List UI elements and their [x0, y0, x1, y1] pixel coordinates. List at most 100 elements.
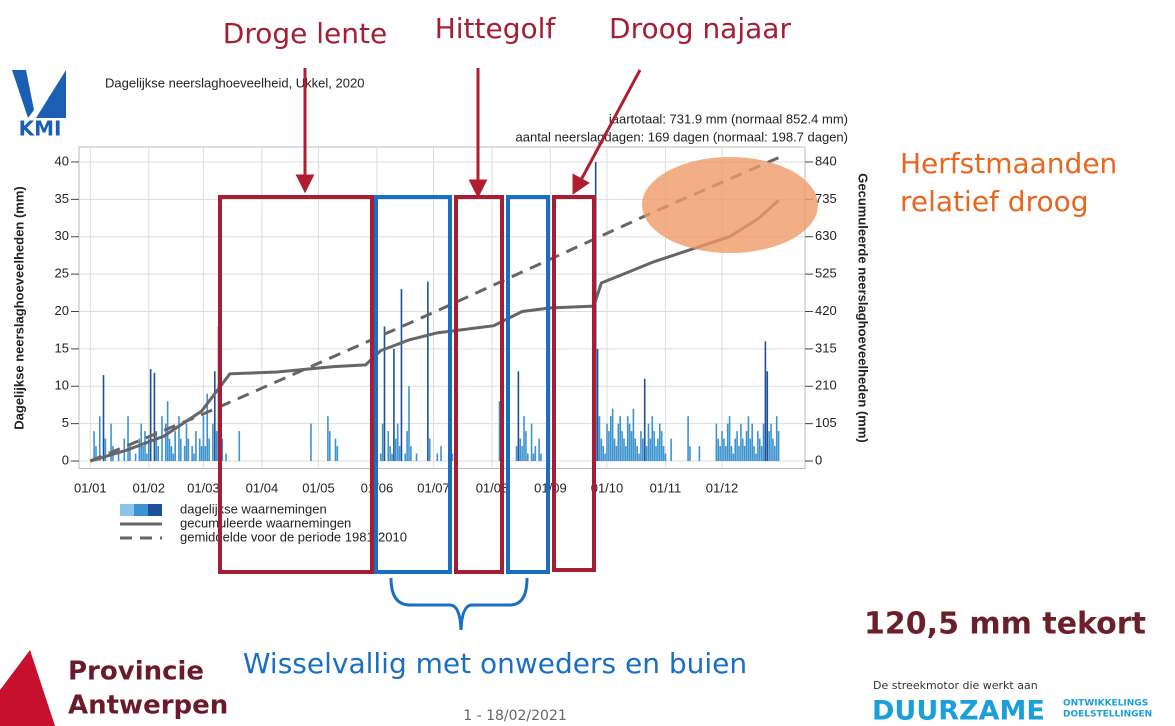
- y-tick-label: 30: [55, 228, 69, 243]
- bar: [721, 431, 723, 462]
- legend-label: dagelijkse waarnemingen: [180, 501, 327, 516]
- bar: [762, 423, 765, 462]
- bar: [517, 371, 520, 462]
- bar: [538, 438, 540, 462]
- bar: [104, 438, 107, 462]
- bar: [770, 423, 772, 462]
- footer: 1 - 18/02/2021: [463, 708, 567, 724]
- bar: [398, 446, 401, 462]
- bar: [717, 438, 720, 462]
- bar: [193, 453, 195, 462]
- bar: [626, 416, 629, 462]
- bar: [400, 289, 403, 462]
- bar: [660, 431, 663, 462]
- bar: [149, 369, 152, 462]
- bar: [451, 453, 454, 462]
- bar: [764, 341, 767, 462]
- bar: [168, 438, 171, 462]
- bar: [606, 423, 608, 462]
- bar: [515, 446, 518, 462]
- bar: [751, 423, 753, 462]
- bar: [117, 453, 120, 462]
- arrows: [295, 68, 642, 199]
- bar: [187, 438, 190, 462]
- y-tick-label: 35: [55, 191, 69, 206]
- y2-tick-label: 210: [815, 378, 837, 393]
- annotation: Droog najaar: [609, 12, 791, 45]
- bar: [415, 453, 418, 462]
- bar: [523, 416, 525, 462]
- y2-tick-label: 0: [815, 452, 822, 467]
- legend-label: gemiddelde voor de periode 1981-2010: [180, 529, 407, 544]
- bar: [428, 438, 431, 462]
- bar: [527, 453, 529, 462]
- bar: [140, 423, 143, 462]
- bar: [215, 431, 218, 462]
- bar: [334, 438, 337, 462]
- bar: [611, 408, 614, 462]
- y-tick-label: 15: [55, 340, 69, 355]
- bar: [208, 438, 210, 462]
- box: [506, 195, 550, 574]
- bar: [387, 431, 390, 462]
- bar: [238, 431, 241, 462]
- bar: [174, 431, 176, 462]
- bar: [142, 446, 144, 462]
- bar: [657, 438, 659, 462]
- bar: [395, 438, 397, 462]
- bar: [723, 438, 725, 462]
- y2-tick-label: 420: [815, 303, 837, 318]
- bar: [389, 446, 391, 462]
- bar: [628, 423, 631, 462]
- bar: [440, 446, 442, 462]
- bar: [758, 438, 761, 462]
- bar: [749, 438, 752, 462]
- legend-swatch: [134, 504, 148, 516]
- bar: [379, 453, 382, 462]
- bar: [768, 431, 770, 462]
- bar: [127, 416, 129, 462]
- bar: [617, 423, 620, 462]
- bar: [498, 401, 501, 462]
- y2-axis-label: Gecumuleerde neerslaghoeveelheden (mm): [856, 173, 871, 442]
- logo-text: KMI: [19, 117, 62, 141]
- bar: [172, 453, 175, 462]
- bar: [647, 423, 650, 462]
- bar: [404, 453, 407, 462]
- bar: [747, 416, 750, 462]
- bar: [525, 431, 527, 462]
- bar: [95, 446, 97, 462]
- bar: [774, 446, 776, 462]
- bar: [93, 431, 95, 462]
- bar: [655, 446, 657, 462]
- bar: [719, 446, 721, 462]
- bar: [623, 438, 625, 462]
- bar: [161, 416, 163, 462]
- bar: [638, 453, 640, 462]
- bar: [738, 446, 740, 462]
- x-tick-label: 01/11: [650, 480, 682, 495]
- bar: [436, 453, 439, 462]
- bar: [153, 372, 156, 462]
- bar: [736, 431, 738, 462]
- annotation: Wisselvallig met onweders en buien: [243, 647, 747, 680]
- sdg-tagline: De streekmotor die werkt aan: [873, 679, 1038, 692]
- bar: [615, 446, 618, 462]
- bar: [608, 431, 610, 462]
- annotation: Droge lente: [223, 17, 387, 50]
- bar: [391, 453, 393, 462]
- bar: [204, 446, 207, 462]
- bar: [698, 446, 701, 462]
- bar: [102, 375, 105, 462]
- y2-tick-label: 630: [815, 228, 837, 243]
- bar: [715, 423, 718, 462]
- bar: [164, 423, 167, 462]
- bar: [687, 416, 689, 462]
- deficit: 120,5 mm tekort: [864, 607, 1146, 642]
- plot-frame: [78, 146, 806, 469]
- bar: [329, 431, 331, 462]
- bar: [740, 423, 742, 462]
- bar: [642, 438, 644, 462]
- annotation: Herfstmaanden: [900, 147, 1117, 180]
